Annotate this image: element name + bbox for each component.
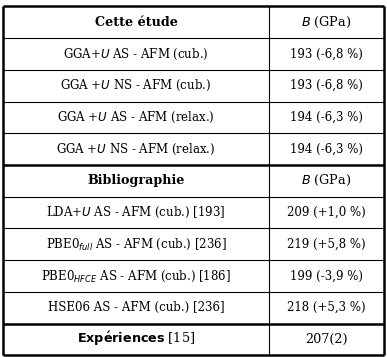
Text: 199 (-3,9 %): 199 (-3,9 %) [290,270,363,282]
Text: 218 (+5,3 %): 218 (+5,3 %) [287,301,366,314]
Text: Bibliographie: Bibliographie [87,174,185,187]
Text: $\mathit{B}$ (GPa): $\mathit{B}$ (GPa) [301,173,351,188]
Text: GGA +$\mathit{U}$ NS - AFM (cub.): GGA +$\mathit{U}$ NS - AFM (cub.) [60,78,212,93]
Text: 193 (-6,8 %): 193 (-6,8 %) [290,47,363,60]
Text: GGA +$\mathit{U}$ NS - AFM (relax.): GGA +$\mathit{U}$ NS - AFM (relax.) [57,142,216,157]
Text: GGA +$\mathit{U}$ AS - AFM (relax.): GGA +$\mathit{U}$ AS - AFM (relax.) [57,110,215,125]
Text: LDA+$\mathit{U}$ AS - AFM (cub.) [193]: LDA+$\mathit{U}$ AS - AFM (cub.) [193] [46,205,226,220]
Text: 194 (-6,3 %): 194 (-6,3 %) [290,111,363,124]
Text: $\mathbf{Exp\acute{e}riences}$ [15]: $\mathbf{Exp\acute{e}riences}$ [15] [77,330,195,348]
Text: Cette étude: Cette étude [94,16,178,29]
Text: 209 (+1,0 %): 209 (+1,0 %) [287,206,366,219]
Text: HSE06 AS - AFM (cub.) [236]: HSE06 AS - AFM (cub.) [236] [48,301,224,314]
Text: $\mathit{B}$ (GPa): $\mathit{B}$ (GPa) [301,15,351,30]
Text: GGA+$\mathit{U}$ AS - AFM (cub.): GGA+$\mathit{U}$ AS - AFM (cub.) [63,46,209,61]
Text: 193 (-6,8 %): 193 (-6,8 %) [290,79,363,92]
Text: PBE0$_{full}$ AS - AFM (cub.) [236]: PBE0$_{full}$ AS - AFM (cub.) [236] [46,237,226,252]
Text: PBE0$_{HFCE}$ AS - AFM (cub.) [186]: PBE0$_{HFCE}$ AS - AFM (cub.) [186] [41,268,231,283]
Text: 207(2): 207(2) [305,333,348,346]
Text: 194 (-6,3 %): 194 (-6,3 %) [290,142,363,156]
Text: 219 (+5,8 %): 219 (+5,8 %) [287,238,366,251]
